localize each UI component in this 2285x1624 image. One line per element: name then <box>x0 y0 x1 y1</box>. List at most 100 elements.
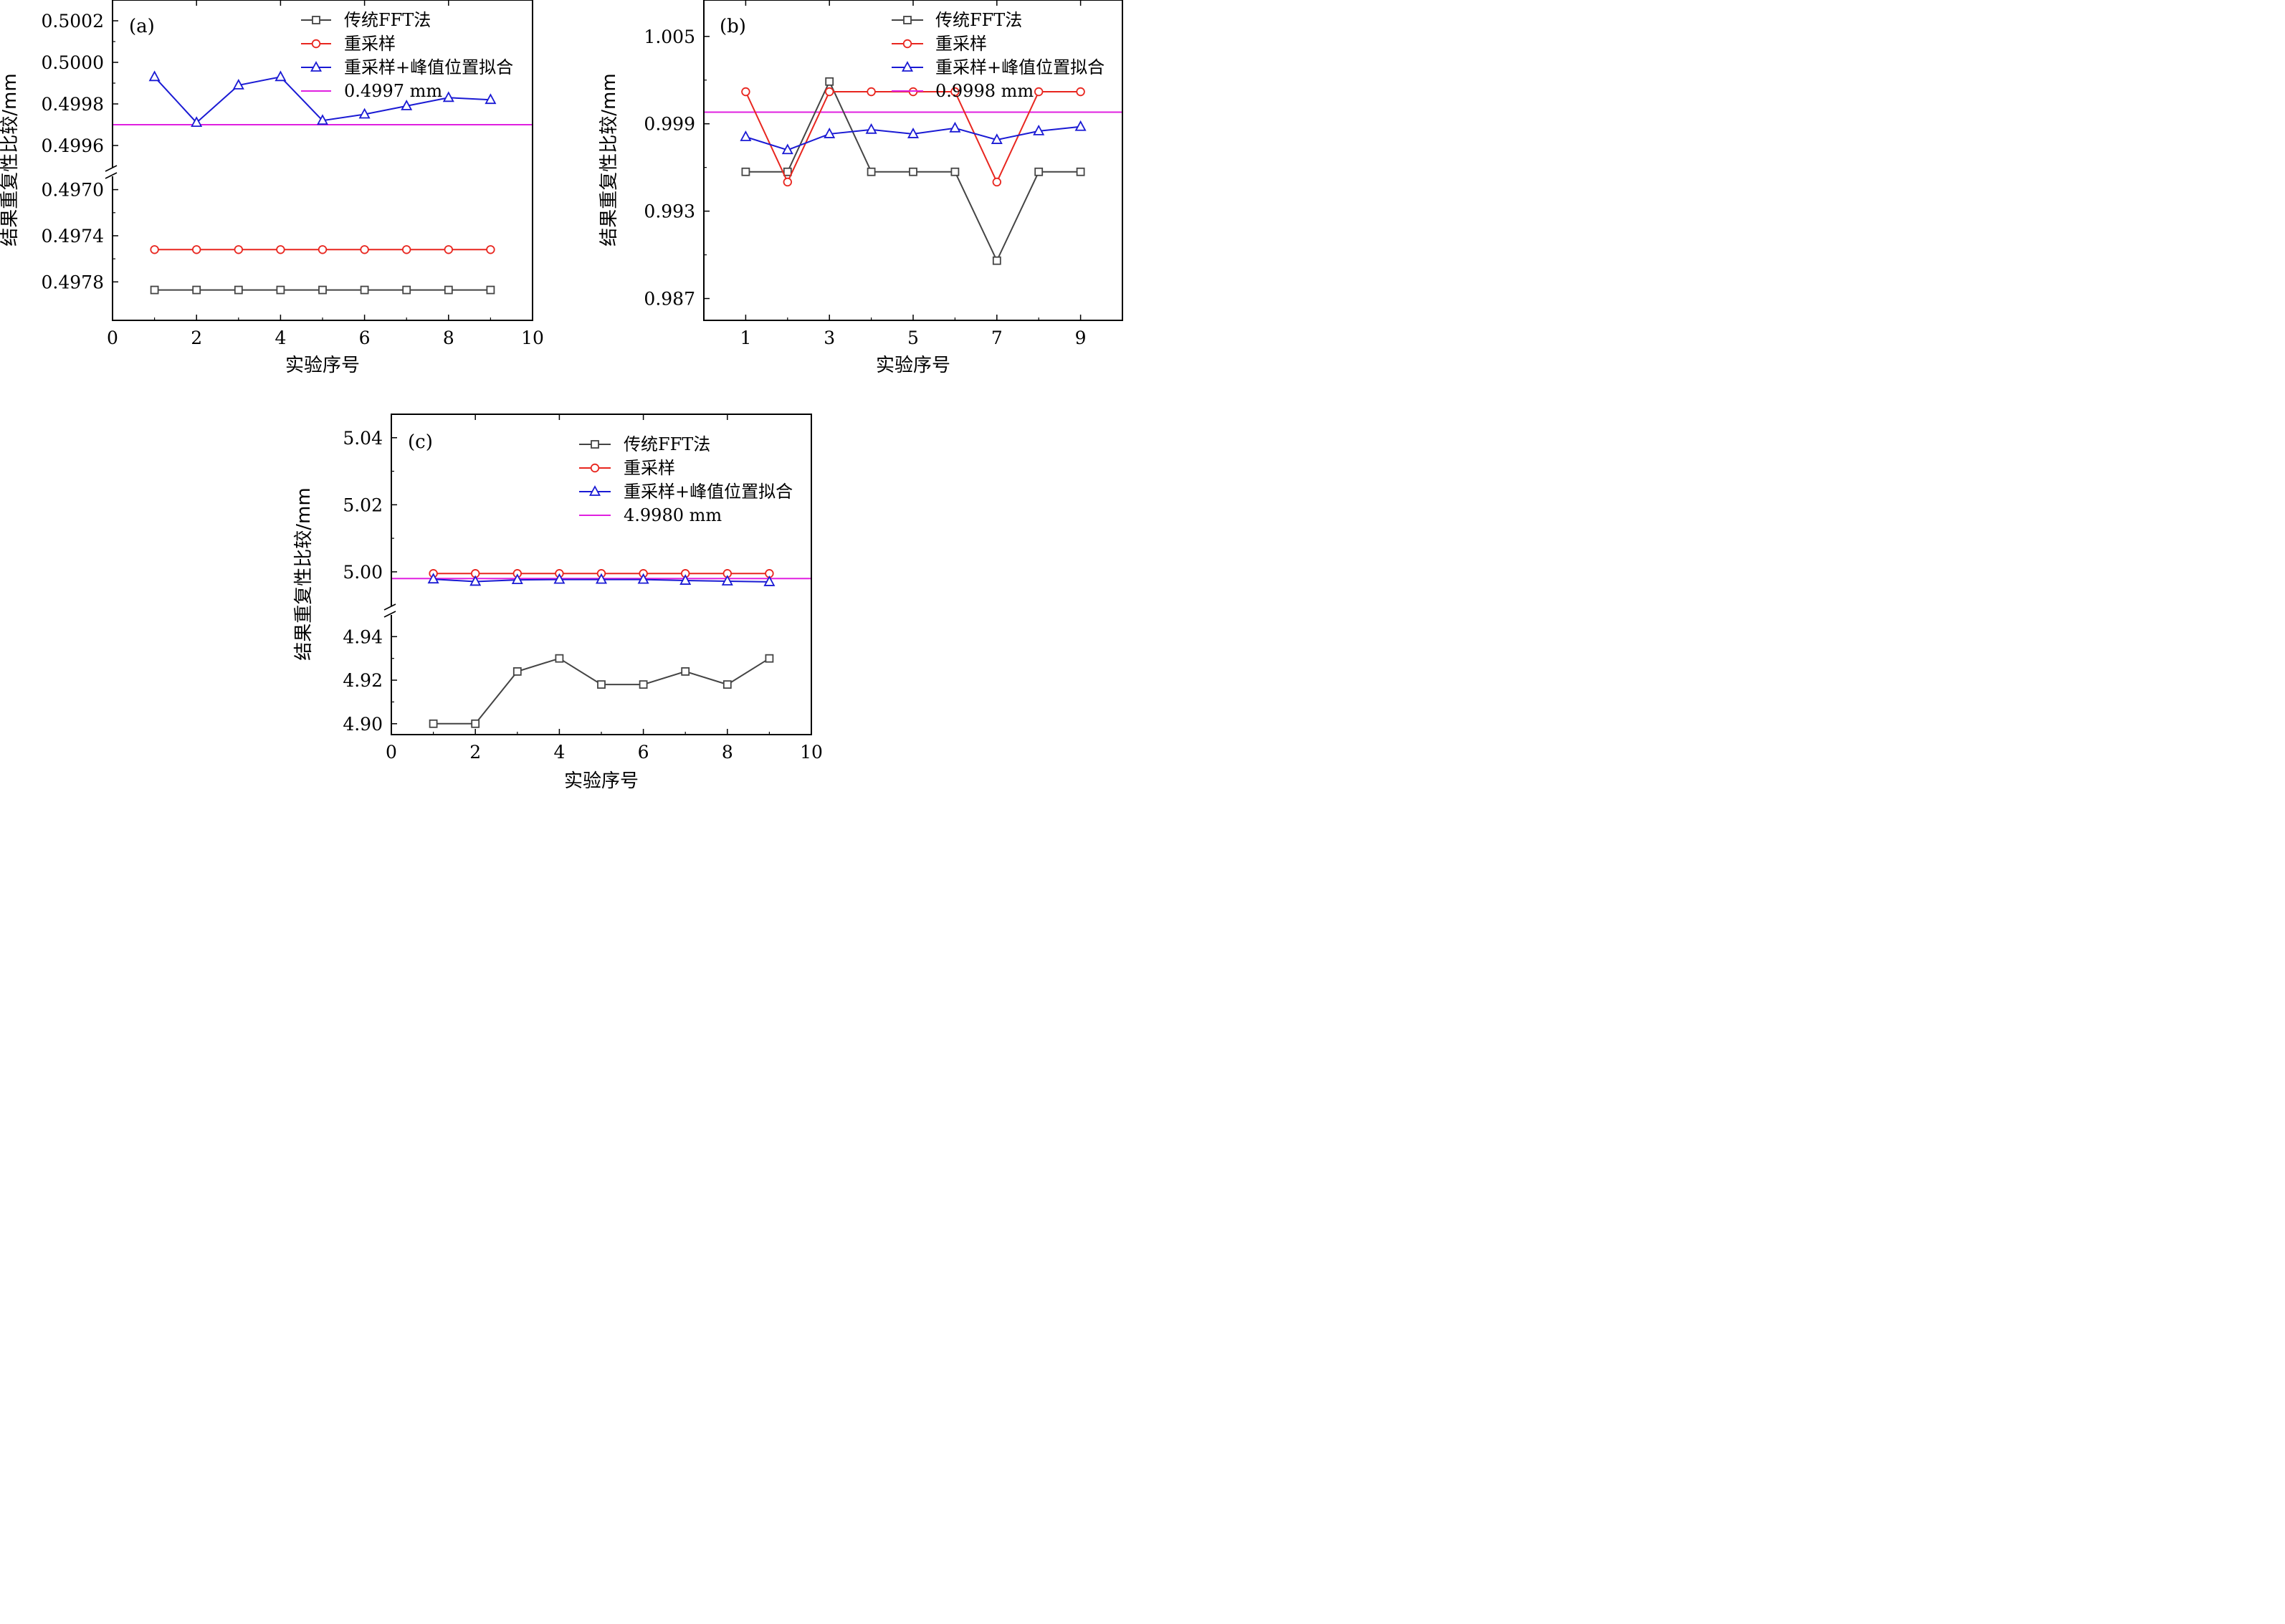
data-point <box>992 177 1002 187</box>
axis-break-gap <box>388 606 394 615</box>
data-point <box>150 285 159 295</box>
data-point <box>555 654 564 663</box>
plot-frame <box>112 0 533 321</box>
series-2 <box>741 87 1085 187</box>
axis-break-gap <box>110 168 115 176</box>
x-tick-label: 0 <box>386 742 397 763</box>
series-line <box>433 657 770 725</box>
data-point <box>765 654 774 663</box>
data-point <box>401 100 413 110</box>
data-point <box>1076 87 1085 97</box>
y-tick-label: 0.4974 <box>42 226 104 247</box>
x-axis-title: 实验序号 <box>876 355 950 376</box>
data-point <box>485 93 497 105</box>
data-point <box>597 680 606 689</box>
data-point <box>442 91 454 102</box>
legend-label: 4.9980 mm <box>624 505 722 525</box>
series-2 <box>150 245 495 254</box>
legend-label: 传统FFT法 <box>344 10 431 30</box>
panel-label: (c) <box>408 431 433 453</box>
legend-label: 0.4997 mm <box>344 81 442 101</box>
y-tick-label: 0.4998 <box>42 94 104 115</box>
panel-label: (a) <box>129 16 155 37</box>
x-tick-label: 8 <box>443 328 454 348</box>
y-tick-label: 4.94 <box>343 626 383 647</box>
data-point <box>486 285 495 295</box>
data-point <box>402 285 411 295</box>
data-point <box>1034 167 1044 176</box>
x-tick-label: 7 <box>991 328 1003 348</box>
data-point <box>639 680 648 689</box>
data-point <box>360 285 369 295</box>
data-point <box>867 167 876 176</box>
data-point <box>1034 87 1044 97</box>
y-tick-label: 4.92 <box>343 670 383 691</box>
axis-break-mark <box>105 165 118 172</box>
data-point <box>429 719 438 728</box>
data-point <box>950 87 960 97</box>
y-tick-label: 5.04 <box>343 428 383 449</box>
data-point <box>275 70 287 82</box>
data-point <box>148 70 161 82</box>
legend-label: 0.9998 mm <box>935 81 1034 101</box>
series-1 <box>741 77 1085 265</box>
data-point <box>150 245 159 254</box>
data-point <box>360 245 369 254</box>
legend-marker <box>311 39 321 49</box>
x-tick-label: 2 <box>191 328 202 348</box>
panel-label: (b) <box>720 16 746 37</box>
data-point <box>276 245 285 254</box>
y-tick-label: 0.987 <box>644 289 695 310</box>
data-point <box>427 573 439 584</box>
x-tick-label: 6 <box>638 742 649 763</box>
y-axis-title: 结果重复性比较/mm <box>598 73 620 246</box>
data-point <box>512 667 522 676</box>
legend-marker <box>902 39 912 49</box>
data-point <box>721 575 733 586</box>
data-point <box>232 79 244 90</box>
y-tick-label: 0.993 <box>644 201 695 222</box>
x-tick-label: 0 <box>107 328 118 348</box>
data-point <box>741 167 750 176</box>
data-point <box>511 573 523 585</box>
legend-label: 传统FFT法 <box>935 10 1022 30</box>
data-point <box>595 573 608 584</box>
data-point <box>824 128 836 138</box>
data-point <box>1076 167 1085 176</box>
data-point <box>824 87 834 97</box>
data-point <box>276 285 285 295</box>
chart-panel-2: 1 3 5 7 9 0.987 0.993 0.999 1.005 传统FFT法重采样重采样+峰值… <box>598 0 1123 376</box>
data-point <box>825 77 834 86</box>
data-point <box>192 285 201 295</box>
y-tick-label: 0.4996 <box>42 135 104 156</box>
data-point <box>444 285 453 295</box>
legend-marker <box>588 485 601 496</box>
data-point <box>234 285 243 295</box>
x-tick-label: 4 <box>275 328 286 348</box>
chart-panel-3: 0 2 4 6 8 10 4.90 4.92 4.94 5.00 5.02 5.04 传统FFT法重采样… <box>293 414 823 792</box>
x-tick-label: 10 <box>800 742 823 763</box>
data-point <box>908 87 918 97</box>
legend-label: 重采样+峰值位置拟合 <box>344 57 513 77</box>
data-point <box>553 573 566 584</box>
legend-marker <box>590 463 600 473</box>
data-point <box>1074 120 1087 131</box>
data-point <box>637 573 649 584</box>
y-tick-label: 4.90 <box>343 714 383 735</box>
data-point <box>469 575 482 586</box>
y-tick-label: 0.4970 <box>42 180 104 201</box>
data-point <box>763 575 776 586</box>
y-axis-title: 结果重复性比较/mm <box>293 487 315 660</box>
data-point <box>318 245 328 254</box>
data-point <box>318 285 327 295</box>
axis-break-mark <box>383 603 396 611</box>
y-tick-label: 0.999 <box>644 114 695 135</box>
data-point <box>740 130 752 141</box>
legend-label: 重采样 <box>935 34 987 54</box>
legend-label: 重采样 <box>624 458 675 478</box>
series-1 <box>150 285 495 295</box>
legend-label: 重采样+峰值位置拟合 <box>624 482 793 502</box>
data-point <box>907 128 920 138</box>
